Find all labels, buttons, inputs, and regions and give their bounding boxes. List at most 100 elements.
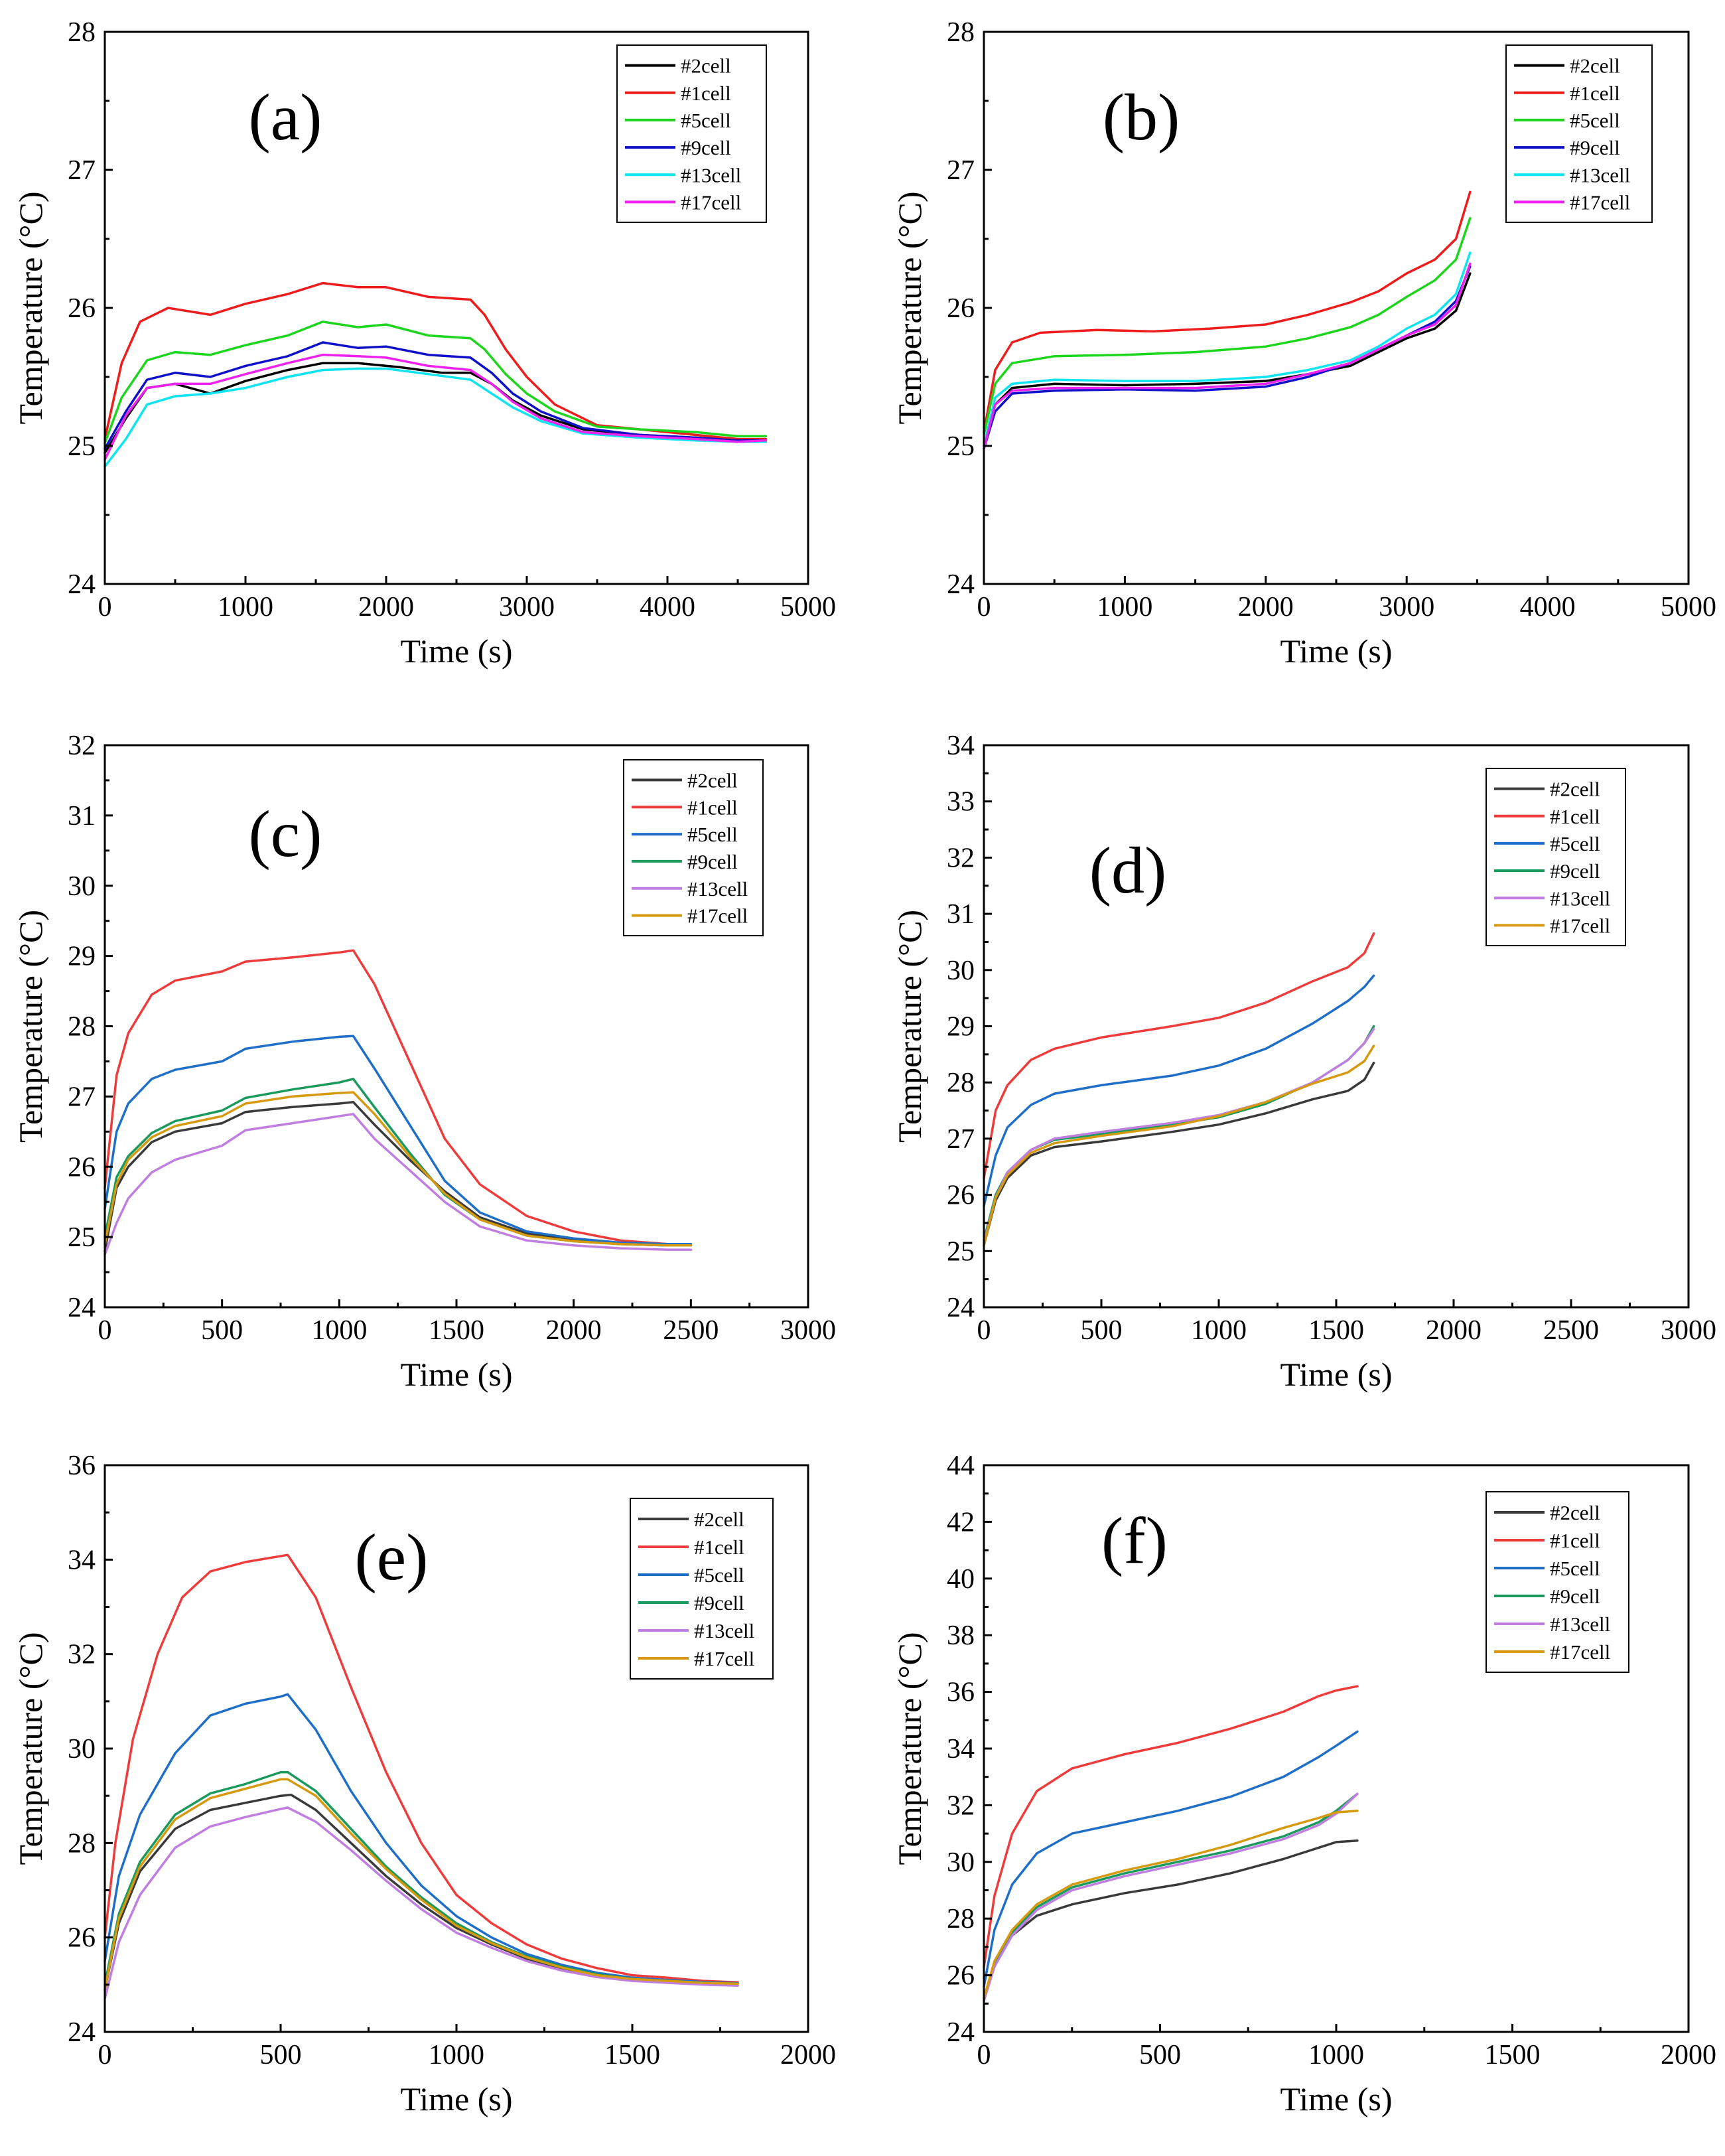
x-tick-label-e-0: 0 [98,2040,112,2070]
y-tick-label-c-26: 26 [68,1152,96,1183]
x-axis-title-a: Time (s) [400,632,512,670]
x-axis-title-d: Time (s) [1280,1356,1392,1393]
y-tick-label-f-38: 38 [947,1620,975,1651]
panel-label-b: (b) [1103,80,1180,154]
x-tick-label-e-2000: 2000 [780,2040,836,2070]
x-tick-label-d-1000: 1000 [1191,1315,1247,1346]
legend-label-b-2: #5cell [1570,109,1620,132]
x-tick-label-a-4000: 4000 [640,592,695,622]
y-tick-label-d-33: 33 [947,787,975,818]
y-tick-label-c-31: 31 [68,801,96,831]
legend-label-b-3: #9cell [1570,136,1620,159]
x-tick-label-a-1000: 1000 [218,592,273,622]
y-tick-label-c-30: 30 [68,871,96,902]
y-tick-label-f-44: 44 [947,1451,975,1481]
legend-box-b [1505,44,1653,223]
chart-panel-b: 0 1000 2000 3000 4000 5000 24 25 26 27 28 Time (s) T… [891,17,1716,670]
legend-label-f-5: #17cell [1550,1640,1610,1664]
series-line-c--13cell [104,1113,693,1256]
chart-panel-e: 0 500 1000 1500 2000 24 26 28 30 32 34 36 Time (s) Te… [12,1451,836,2118]
legend-label-c-5: #17cell [687,904,748,928]
x-tick-label-a-2000: 2000 [358,592,414,622]
series-line-f--13cell [983,1792,1359,2002]
y-tick-label-e-32: 32 [68,1640,96,1670]
chart-panel-d: 0 500 1000 1500 2000 2500 3000 24 25 26 27 28 29 30 31… [891,731,1716,1393]
y-tick-label-e-30: 30 [68,1734,96,1764]
legend-label-f-3: #9cell [1550,1585,1600,1608]
series-line-c--5cell [104,1035,693,1246]
y-tick-label-d-34: 34 [947,731,975,761]
x-tick-label-f-500: 500 [1139,2040,1181,2070]
panel-label-a: (a) [249,80,322,154]
series-line-c--2cell [104,1101,693,1253]
y-tick-label-d-25: 25 [947,1236,975,1267]
series-line-a--1cell [104,281,768,441]
y-tick-label-d-28: 28 [947,1068,975,1098]
series-line-b--9cell [983,265,1472,450]
legend-label-a-2: #5cell [681,109,731,132]
y-axis-title-a: Temperature (°C) [12,191,49,424]
legend-d: #2cell #1cell #5cell #9cell #13cell #17cell [1485,768,1626,946]
x-tick-label-f-1500: 1500 [1485,2040,1541,2070]
y-tick-label-c-25: 25 [68,1222,96,1253]
legend-label-c-3: #9cell [687,850,738,873]
x-axis-title-b: Time (s) [1280,632,1392,670]
x-tick-label-d-0: 0 [977,1315,991,1346]
x-tick-label-b-5000: 5000 [1661,592,1716,622]
legend-label-f-4: #13cell [1550,1613,1610,1636]
series-line-a--9cell [104,341,768,450]
y-tick-label-a-24: 24 [68,569,96,600]
y-tick-label-a-25: 25 [68,431,96,462]
x-axis-title-c: Time (s) [400,1356,512,1393]
legend-label-e-3: #9cell [694,1591,744,1615]
x-tick-label-e-1500: 1500 [604,2040,660,2070]
series-line-f--5cell [983,1730,1359,1988]
y-axis-title-d: Temperature (°C) [891,910,928,1143]
y-tick-label-d-26: 26 [947,1181,975,1211]
series-line-a--5cell [104,321,768,445]
y-tick-label-f-40: 40 [947,1564,975,1595]
x-tick-label-c-500: 500 [201,1315,243,1346]
legend-label-d-3: #9cell [1550,859,1600,883]
legend-box-e [630,1498,774,1680]
y-tick-label-f-28: 28 [947,1904,975,1934]
x-tick-label-b-1000: 1000 [1097,592,1152,622]
y-axis-title-b: Temperature (°C) [891,191,928,424]
legend-label-d-2: #5cell [1550,832,1600,855]
series-line-b--5cell [983,217,1472,437]
series-line-d--17cell [983,1044,1375,1247]
y-tick-label-e-24: 24 [68,2017,96,2048]
legend-c: #2cell #1cell #5cell #9cell #13cell #17cell [623,759,764,936]
series-line-f--1cell [983,1685,1359,1968]
y-tick-label-f-36: 36 [947,1678,975,1708]
legend-label-a-1: #1cell [681,82,731,105]
series-line-c--17cell [104,1091,693,1247]
x-tick-label-d-2000: 2000 [1426,1315,1482,1346]
y-axis-title-f: Temperature (°C) [891,1632,928,1865]
x-tick-label-c-0: 0 [98,1315,112,1346]
x-tick-label-d-500: 500 [1081,1315,1123,1346]
x-tick-label-f-1000: 1000 [1308,2040,1364,2070]
series-line-b--1cell [983,190,1472,433]
series-line-d--1cell [983,932,1375,1179]
legend-label-c-1: #1cell [687,796,738,819]
legend-label-f-0: #2cell [1550,1501,1600,1524]
legend-a: #2cell #1cell #5cell #9cell #13cell #17cell [616,44,767,223]
series-line-f--2cell [983,1839,1359,2002]
series-line-f--9cell [983,1792,1359,1999]
legend-b: #2cell #1cell #5cell #9cell #13cell #17cell [1505,44,1653,223]
panel-label-e: (e) [355,1520,429,1594]
y-tick-label-e-28: 28 [68,1828,96,1859]
chart-panel-c: 0 500 1000 1500 2000 2500 3000 24 25 26 27 28 29 30 31… [12,731,836,1393]
y-tick-label-f-24: 24 [947,2017,975,2048]
legend-label-e-0: #2cell [694,1508,744,1531]
legend-label-a-5: #17cell [681,190,741,214]
x-tick-label-a-0: 0 [98,592,112,622]
legend-box-d [1485,768,1626,946]
x-tick-label-a-5000: 5000 [780,592,836,622]
series-line-d--9cell [983,1025,1375,1242]
legend-label-a-0: #2cell [681,54,731,78]
series-line-a--17cell [104,353,768,461]
y-tick-label-e-26: 26 [68,1923,96,1954]
series-line-e--1cell [104,1553,739,1984]
